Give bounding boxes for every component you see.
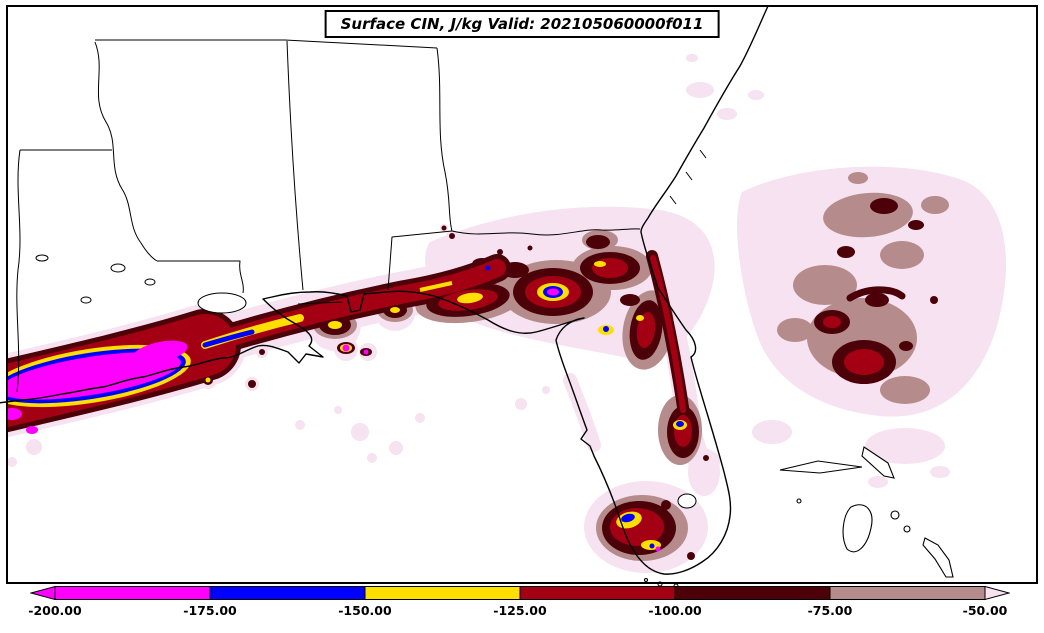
border-alabama-georgia (436, 47, 453, 232)
border-georgia-florida (451, 228, 641, 236)
lakes (35, 254, 697, 509)
colorbar-tick-label: -75.00 (807, 603, 853, 618)
map-title-text: Surface CIN, J/kg Valid: 202105060000f01… (340, 15, 704, 33)
grand-bahama-island (779, 460, 863, 474)
colorbar-segment (674, 586, 831, 600)
lake-pontchartrain (197, 292, 247, 314)
colorbar-segment (519, 586, 676, 600)
cin-contour-fills (8, 54, 1007, 573)
map-frame (6, 5, 1038, 584)
andros-island (842, 504, 873, 553)
colorbar-tick-label: -150.00 (338, 603, 392, 618)
border-mississippi-alabama (286, 40, 304, 291)
colorbar-segment (209, 586, 366, 600)
colorbar-under-arrow (29, 585, 56, 601)
state-borders (16, 39, 641, 393)
colorbar-tick-label: -125.00 (493, 603, 547, 618)
abaco-island (861, 446, 895, 479)
border-tennessee-south (95, 39, 438, 49)
colorbar-tick-label: -50.00 (962, 603, 1008, 618)
colorbar-segment (54, 586, 211, 600)
colorbar: -200.00 -175.00 -150.00 -125.00 -100.00 … (28, 585, 1011, 629)
coastlines (0, 5, 769, 575)
colorbar-tick-labels: -200.00 -175.00 -150.00 -125.00 -100.00 … (28, 601, 1010, 623)
colorbar-segment (364, 586, 521, 600)
map-title: Surface CIN, J/kg Valid: 202105060000f01… (324, 10, 720, 38)
border-alabama-florida (387, 230, 453, 291)
border-mississippi-river (94, 41, 158, 262)
colorbar-tick-label: -100.00 (648, 603, 702, 618)
eleuthera-island (922, 537, 954, 578)
border-louisiana-mississippi (157, 260, 244, 294)
colorbar-tick-label: -175.00 (183, 603, 237, 618)
lake-okeechobee (677, 493, 697, 509)
colorbar-segment (829, 586, 986, 600)
islands (643, 446, 954, 589)
cin-fill-neg200-neg175 (8, 288, 661, 552)
colorbar-over-arrow (984, 585, 1011, 601)
barrier-island-ticks (297, 149, 707, 305)
gulf-atlantic-coastline (0, 5, 769, 575)
colorbar-tick-label: -200.00 (28, 603, 82, 618)
colorbar-bar (29, 585, 1011, 601)
border-texas-louisiana (16, 149, 21, 393)
